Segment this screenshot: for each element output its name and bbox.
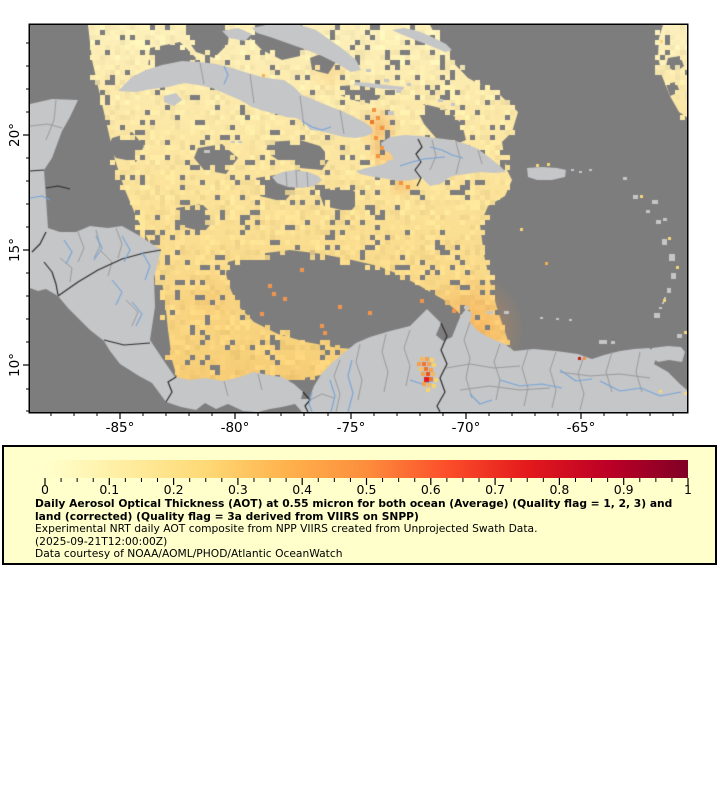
legend-line-experimental: Experimental NRT daily AOT composite fro… xyxy=(35,522,538,536)
lon-tick-label: -85° xyxy=(106,420,135,436)
legend-title: Daily Aerosol Optical Thickness (AOT) at… xyxy=(35,497,673,523)
colorbar-tick-label: 1 xyxy=(684,482,692,497)
lat-tick-label: 15° xyxy=(7,238,23,262)
lon-tick-label: -80° xyxy=(221,420,250,436)
colorbar-tick-label: 0.2 xyxy=(163,482,184,497)
colorbar xyxy=(45,460,688,478)
colorbar-tick-label: 0.1 xyxy=(99,482,120,497)
colorbar-tick-label: 0.3 xyxy=(227,482,248,497)
lon-tick-label: -65° xyxy=(567,420,596,436)
aot-map-canvas xyxy=(30,25,687,412)
colorbar-tick-label: 0.8 xyxy=(549,482,570,497)
lon-tick-label: -75° xyxy=(337,420,366,436)
colorbar-tick-label: 0 xyxy=(41,482,49,497)
legend-panel: 0 0.1 0.2 0.3 0.4 0.5 0.6 0.7 0.8 0.9 1 Daily Aero… xyxy=(2,445,717,565)
colorbar-tick-label: 0.4 xyxy=(292,482,313,497)
colorbar-tick-label: 0.7 xyxy=(485,482,506,497)
legend-caption: Daily Aerosol Optical Thickness (AOT) at… xyxy=(35,497,683,561)
lat-tick-label: 10° xyxy=(7,353,23,377)
legend-credit: Data courtesy of NOAA/AOML/PHOD/Atlantic… xyxy=(35,547,343,561)
lat-tick-label: 20° xyxy=(7,123,23,147)
legend-timestamp: (2025-09-21T12:00:00Z) xyxy=(35,534,168,548)
colorbar-ticks xyxy=(44,478,689,485)
colorbar-tick-label: 0.9 xyxy=(613,482,634,497)
colorbar-tick-label: 0.6 xyxy=(420,482,441,497)
colorbar-tick-label: 0.5 xyxy=(356,482,377,497)
map-axes: 20° 15° 10° -85° -80° -75° -70° -65° xyxy=(7,42,674,436)
lon-tick-label: -70° xyxy=(452,420,481,436)
